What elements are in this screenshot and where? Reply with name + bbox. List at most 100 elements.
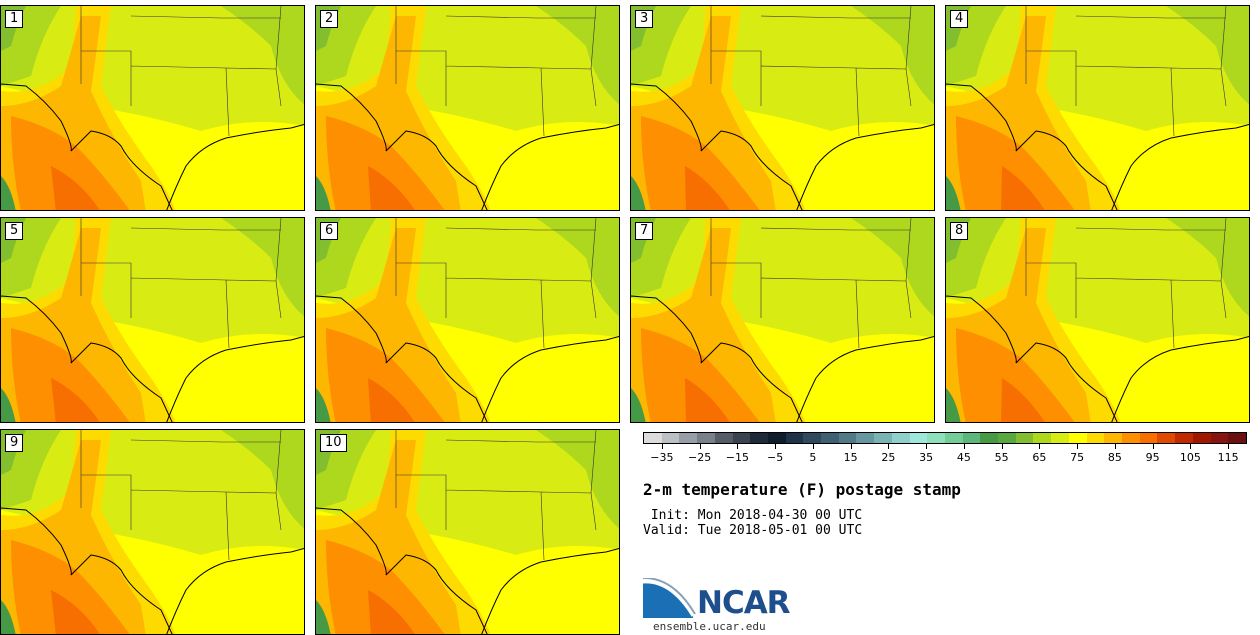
colorbar-swatch bbox=[944, 433, 963, 443]
member-panel-3: 3 bbox=[630, 5, 935, 211]
member-panel-2: 2 bbox=[315, 5, 620, 211]
colorbar-tick-label: 85 bbox=[1107, 451, 1122, 464]
temperature-field-map bbox=[316, 430, 619, 634]
colorbar-tick bbox=[812, 444, 814, 449]
colorbar-tick bbox=[1114, 444, 1116, 449]
temperature-field-map bbox=[1, 218, 304, 422]
colorbar-swatch bbox=[1139, 433, 1158, 443]
colorbar-swatch bbox=[838, 433, 857, 443]
colorbar-swatch bbox=[750, 433, 768, 443]
member-label: 3 bbox=[635, 10, 654, 28]
colorbar-swatch bbox=[714, 433, 733, 443]
member-label: 10 bbox=[320, 434, 347, 452]
colorbar-tick bbox=[699, 444, 701, 449]
colorbar-tick bbox=[661, 444, 663, 449]
member-label: 4 bbox=[950, 10, 969, 28]
member-panel-1: 1 bbox=[0, 5, 305, 211]
colorbar-swatch bbox=[874, 433, 892, 443]
member-label: 7 bbox=[635, 222, 654, 240]
colorbar-ticks: −35 −25 −15 −5 5 15 25 35 45 55 65 75 85 95 105 115 bbox=[643, 444, 1247, 466]
colorbar-tick bbox=[775, 444, 777, 449]
colorbar-tick bbox=[926, 444, 928, 449]
member-label: 8 bbox=[950, 222, 969, 240]
colorbar-swatch bbox=[1086, 433, 1105, 443]
member-panel-6: 6 bbox=[315, 217, 620, 423]
colorbar-tick-label: −35 bbox=[650, 451, 674, 464]
colorbar-tick-label: −15 bbox=[725, 451, 749, 464]
colorbar-swatch bbox=[891, 433, 910, 443]
colorbar-swatch bbox=[1068, 433, 1087, 443]
member-panel-4: 4 bbox=[945, 5, 1250, 211]
member-panel-9: 9 bbox=[0, 429, 305, 635]
colorbar-swatch bbox=[1015, 433, 1034, 443]
colorbar-tick-label: 95 bbox=[1145, 451, 1160, 464]
chart-title: 2-m temperature (F) postage stamp bbox=[643, 480, 961, 499]
member-panel-7: 7 bbox=[630, 217, 935, 423]
colorbar-tick bbox=[1039, 444, 1041, 449]
colorbar-swatch bbox=[980, 433, 999, 443]
colorbar-tick bbox=[1001, 444, 1003, 449]
colorbar-tick-label: −5 bbox=[767, 451, 784, 464]
colorbar-tick bbox=[1152, 444, 1154, 449]
colorbar-tick bbox=[888, 444, 890, 449]
colorbar-swatch bbox=[1157, 433, 1176, 443]
colorbar-swatch bbox=[962, 433, 981, 443]
colorbar-tick-label: 45 bbox=[956, 451, 971, 464]
colorbar-swatch bbox=[1228, 433, 1246, 443]
colorbar-tick bbox=[963, 444, 965, 449]
colorbar-swatch bbox=[803, 433, 822, 443]
colorbar-swatch bbox=[732, 433, 751, 443]
colorbar-tick-label: 75 bbox=[1070, 451, 1085, 464]
colorbar-swatch bbox=[927, 433, 945, 443]
ncar-logo-swoosh-icon bbox=[643, 578, 696, 618]
colorbar-tick bbox=[1228, 444, 1230, 449]
member-panel-10: 10 bbox=[315, 429, 620, 635]
member-label: 1 bbox=[5, 10, 24, 28]
colorbar-tick-label: 105 bbox=[1179, 451, 1201, 464]
temperature-field-map bbox=[316, 218, 619, 422]
colorbar-tick-label: 15 bbox=[843, 451, 858, 464]
colorbar-swatch bbox=[644, 433, 662, 443]
colorbar-swatch bbox=[1210, 433, 1229, 443]
colorbar-swatch bbox=[1192, 433, 1211, 443]
colorbar-swatch bbox=[909, 433, 928, 443]
colorbar-swatch bbox=[821, 433, 839, 443]
member-label: 9 bbox=[5, 434, 24, 452]
temperature-field-map bbox=[1, 6, 304, 210]
colorbar-tick-label: −25 bbox=[688, 451, 712, 464]
temperature-field-map bbox=[316, 6, 619, 210]
colorbar-swatch bbox=[785, 433, 804, 443]
ncar-logo-text: NCAR bbox=[697, 585, 791, 621]
member-panel-8: 8 bbox=[945, 217, 1250, 423]
colorbar-tick bbox=[1077, 444, 1079, 449]
colorbar-tick-label: 25 bbox=[881, 451, 896, 464]
temperature-field-map bbox=[631, 6, 934, 210]
colorbar-swatch bbox=[1104, 433, 1122, 443]
colorbar-swatch bbox=[1051, 433, 1069, 443]
colorbar-tick-label: 5 bbox=[809, 451, 817, 464]
colorbar-tick bbox=[1190, 444, 1192, 449]
member-label: 6 bbox=[320, 222, 339, 240]
colorbar-swatch bbox=[856, 433, 875, 443]
temperature-field-map bbox=[1, 430, 304, 634]
colorbar-swatch bbox=[998, 433, 1016, 443]
colorbar-tick bbox=[850, 444, 852, 449]
colorbar-tick-label: 65 bbox=[1032, 451, 1047, 464]
temperature-field-map bbox=[631, 218, 934, 422]
colorbar-tick-label: 115 bbox=[1217, 451, 1239, 464]
member-label: 2 bbox=[320, 10, 339, 28]
colorbar-swatch bbox=[1175, 433, 1193, 443]
colorbar-swatch bbox=[661, 433, 680, 443]
colorbar-swatch bbox=[697, 433, 715, 443]
member-panel-5: 5 bbox=[0, 217, 305, 423]
colorbar-swatch bbox=[1121, 433, 1140, 443]
temperature-colorbar bbox=[643, 432, 1247, 444]
colorbar-tick-label: 55 bbox=[994, 451, 1009, 464]
colorbar-swatch bbox=[767, 433, 786, 443]
temperature-field-map bbox=[946, 218, 1249, 422]
colorbar-tick-label: 35 bbox=[919, 451, 934, 464]
init-time: Init: Mon 2018-04-30 00 UTC bbox=[643, 508, 863, 523]
member-label: 5 bbox=[5, 222, 24, 240]
colorbar-swatch bbox=[679, 433, 698, 443]
temperature-field-map bbox=[946, 6, 1249, 210]
